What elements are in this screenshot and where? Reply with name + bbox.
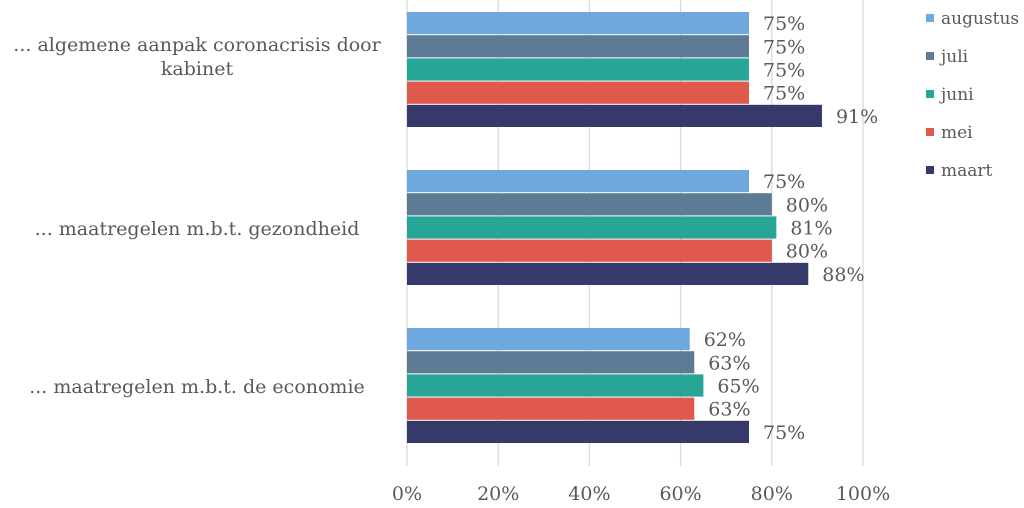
value-label-juni-1: 81%	[790, 218, 832, 240]
legend-swatch-maart	[926, 166, 934, 174]
x-tick-label-20: 20%	[477, 483, 519, 505]
legend-swatch-juni	[926, 90, 934, 98]
bar-juni-0	[407, 58, 749, 81]
bar-augustus-2	[407, 328, 690, 351]
category-label-0: ... algemene aanpak coronacrisis door kab…	[13, 34, 381, 80]
value-label-maart-1: 88%	[822, 264, 864, 286]
legend-label-mei: mei	[941, 123, 973, 143]
legend: augustus juli juni mei maart	[926, 9, 1019, 181]
bar-maart-1	[407, 262, 809, 285]
legend-label-maart: maart	[941, 161, 993, 181]
x-tick-label-0: 0%	[392, 483, 422, 505]
bar-juli-2	[407, 351, 695, 374]
value-label-augustus-0: 75%	[763, 13, 805, 35]
value-label-juli-1: 80%	[786, 194, 828, 216]
bar-mei-1	[407, 239, 772, 262]
x-tick-label-80: 80%	[751, 483, 793, 505]
value-label-juni-2: 65%	[717, 376, 759, 398]
value-label-juni-0: 75%	[763, 60, 805, 82]
bar-juli-0	[407, 35, 749, 58]
value-label-augustus-2: 62%	[704, 329, 746, 351]
x-tick-label-40: 40%	[568, 483, 610, 505]
value-label-mei-1: 80%	[786, 241, 828, 263]
bar-augustus-0	[407, 12, 749, 35]
legend-label-juli: juli	[939, 47, 969, 67]
value-label-juli-0: 75%	[763, 36, 805, 58]
category-labels: ... algemene aanpak coronacrisis door kab…	[13, 34, 381, 398]
legend-label-juni: juni	[939, 85, 974, 105]
bar-mei-0	[407, 81, 749, 104]
value-label-maart-0: 91%	[836, 106, 878, 128]
category-label-2: ... maatregelen m.b.t. de economie	[29, 376, 365, 398]
value-label-maart-2: 75%	[763, 422, 805, 444]
value-label-augustus-1: 75%	[763, 171, 805, 193]
value-label-mei-0: 75%	[763, 83, 805, 105]
bar-juni-1	[407, 216, 777, 239]
legend-swatch-juli	[926, 52, 934, 60]
bars	[407, 12, 822, 443]
bar-maart-2	[407, 420, 749, 443]
bar-mei-2	[407, 397, 695, 420]
x-tick-label-60: 60%	[659, 483, 701, 505]
x-tick-label-100: 100%	[836, 483, 890, 505]
bar-juli-1	[407, 193, 772, 216]
bar-juni-2	[407, 374, 704, 397]
legend-swatch-mei	[926, 128, 934, 136]
legend-swatch-augustus	[926, 14, 934, 22]
category-label-1: ... maatregelen m.b.t. gezondheid	[35, 218, 360, 240]
value-label-juli-2: 63%	[708, 352, 750, 374]
value-label-mei-2: 63%	[708, 399, 750, 421]
legend-label-augustus: augustus	[941, 9, 1019, 29]
value-labels: 75%75%75%75%91%75%80%81%80%88%62%63%65%6…	[704, 13, 878, 444]
x-axis-ticks: 0% 20% 40% 60% 80% 100%	[392, 483, 890, 505]
bar-augustus-1	[407, 170, 749, 193]
bar-maart-0	[407, 104, 822, 127]
